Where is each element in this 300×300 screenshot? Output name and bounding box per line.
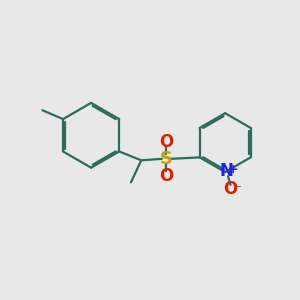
Text: S: S: [160, 150, 173, 168]
Text: O: O: [159, 167, 173, 185]
Text: ⁻: ⁻: [234, 182, 242, 197]
Text: +: +: [228, 163, 239, 176]
Text: N: N: [219, 163, 233, 181]
Text: O: O: [223, 180, 238, 198]
Text: O: O: [159, 133, 173, 151]
